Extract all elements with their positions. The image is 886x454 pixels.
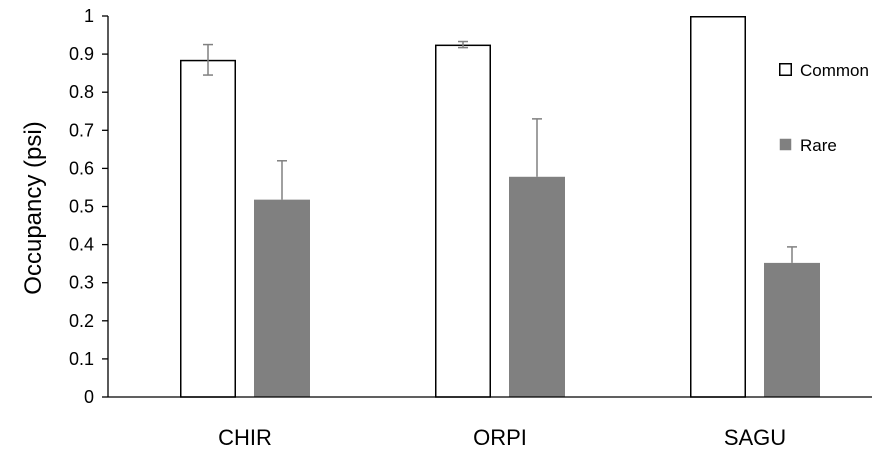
y-tick-label: 0 <box>84 387 94 407</box>
legend: Common Rare <box>779 61 869 155</box>
y-tick-label: 0.8 <box>69 82 94 102</box>
x-tick-label: SAGU <box>724 425 786 450</box>
x-tick-label: ORPI <box>473 425 527 450</box>
y-tick-label: 0.1 <box>69 349 94 369</box>
y-tick-label: 0.7 <box>69 120 94 140</box>
y-tick-label: 0.2 <box>69 311 94 331</box>
bar-rare-sagu <box>764 262 820 397</box>
legend-swatch-rare <box>779 138 792 151</box>
y-tick-label: 0.5 <box>69 197 94 217</box>
legend-swatch-common <box>779 63 792 76</box>
y-tick-label: 0.3 <box>69 273 94 293</box>
bar-common-chir <box>180 59 236 398</box>
bar-rare-chir <box>254 199 310 397</box>
y-axis-label: Occupancy (psi) <box>20 121 47 294</box>
y-tick-label: 1 <box>84 6 94 26</box>
legend-label-rare: Rare <box>800 136 837 155</box>
legend-label-common: Common <box>800 61 869 80</box>
y-tick-label: 0.9 <box>69 44 94 64</box>
bar-common-orpi <box>435 44 491 398</box>
bar-common-sagu <box>690 16 746 398</box>
plot-area: 0 0.1 0.2 0.3 0.4 0.5 0.6 0.7 0.8 0.9 1 CHIR ORPI SAG… <box>69 6 872 450</box>
x-tick-label: CHIR <box>218 425 272 450</box>
y-tick-label: 0.4 <box>69 235 94 255</box>
y-tick-label: 0.6 <box>69 158 94 178</box>
bar-rare-orpi <box>509 176 565 397</box>
